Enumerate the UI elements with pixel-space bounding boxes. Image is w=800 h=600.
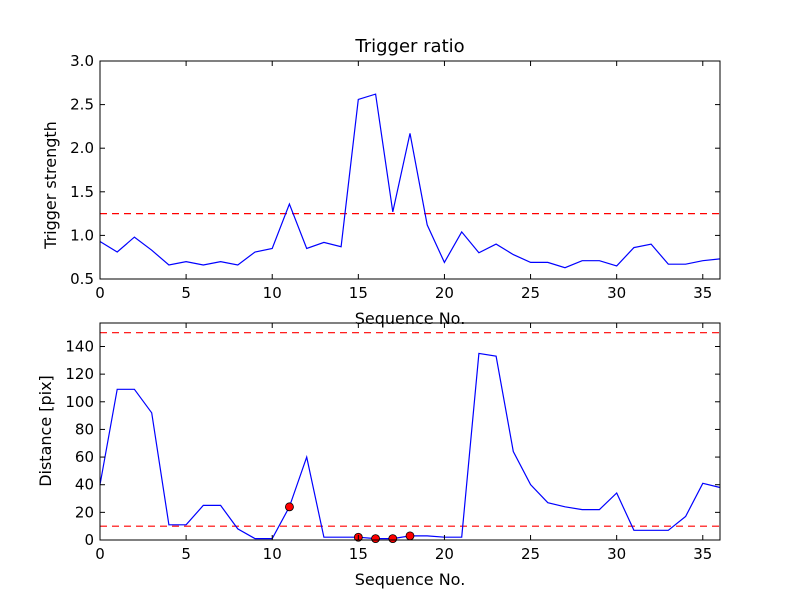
y-tick-label: 1.0 <box>70 226 94 244</box>
chart-title: Trigger ratio <box>354 36 464 57</box>
x-axis-label: Sequence No. <box>355 309 466 328</box>
data-point-marker <box>388 534 398 544</box>
y-tick-label: 100 <box>65 393 94 411</box>
y-tick-label: 140 <box>65 337 94 355</box>
x-tick-label: 5 <box>181 545 191 563</box>
x-tick-label: 25 <box>521 545 540 563</box>
trigger-ratio-plot-area: 0 5 10 15 20 25 30 35 0.5 1.0 1.5 2.0 2.5 3.0 <box>70 52 721 302</box>
x-tick-label: 10 <box>263 545 282 563</box>
y-tick-label: 120 <box>65 365 94 383</box>
y-tick-label: 3.0 <box>70 52 94 70</box>
y-tick-label: 20 <box>75 503 94 521</box>
x-tick-label: 10 <box>263 284 282 302</box>
y-tick-label: 0.5 <box>70 270 94 288</box>
y-axis-label: Distance [pix] <box>36 375 55 487</box>
x-tick-label: 0 <box>95 545 105 563</box>
x-tick-label: 5 <box>181 284 191 302</box>
x-tick-label: 15 <box>349 545 368 563</box>
y-axis-label: Trigger strength <box>41 121 60 250</box>
y-tick-label: 0 <box>84 531 94 549</box>
y-tick-label: 40 <box>75 476 94 494</box>
x-axis-label: Sequence No. <box>355 570 466 589</box>
distance-chart: 0 5 10 15 20 25 30 35 0 20 40 60 80 100 120 140 Sequenc… <box>36 322 721 589</box>
x-tick-label: 30 <box>607 545 626 563</box>
plot-frame <box>99 322 721 541</box>
x-tick-label: 35 <box>693 284 712 302</box>
y-tick-label: 2.5 <box>70 96 94 114</box>
x-tick-label: 15 <box>349 284 368 302</box>
data-point-marker <box>405 531 415 541</box>
y-tick-label: 60 <box>75 448 94 466</box>
data-point-marker <box>285 502 294 512</box>
y-tick-label: 80 <box>75 420 94 438</box>
y-tick-label: 2.0 <box>70 139 94 157</box>
x-tick-label: 30 <box>607 284 626 302</box>
distance-plot-area: 0 5 10 15 20 25 30 35 0 20 40 60 80 100 120 140 <box>65 322 721 563</box>
x-tick-label: 35 <box>693 545 712 563</box>
data-point-marker <box>371 534 380 544</box>
x-tick-label: 25 <box>521 284 540 302</box>
y-tick-label: 1.5 <box>70 183 94 201</box>
x-tick-label: 20 <box>435 284 454 302</box>
x-tick-label: 0 <box>95 284 105 302</box>
plot-frame <box>99 60 721 280</box>
series-line <box>99 93 721 269</box>
x-tick-label: 20 <box>435 545 454 563</box>
trigger-ratio-chart: Trigger ratio 0 5 10 15 20 25 30 35 0.5 1.0 1.5 2.0… <box>41 36 721 328</box>
